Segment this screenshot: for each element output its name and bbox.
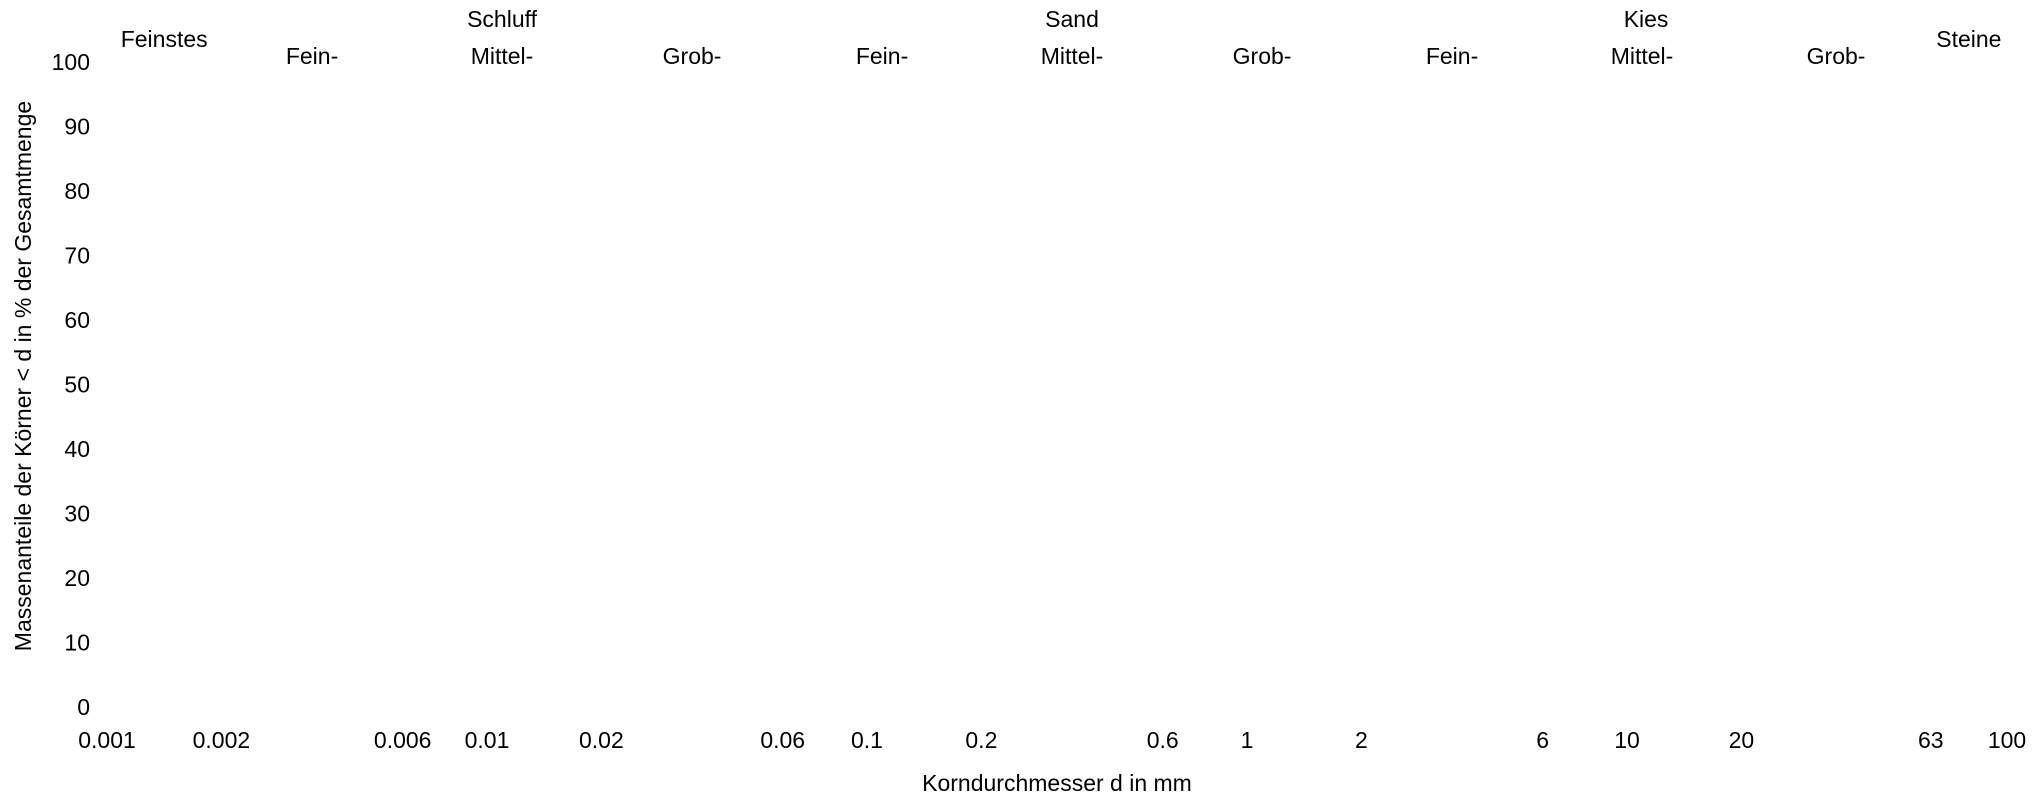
soil-class-label: Steine [1936, 26, 2001, 52]
x-tick-label: 0.01 [465, 727, 510, 753]
soil-subclass-label: Fein- [856, 43, 908, 69]
y-tick-label: 0 [77, 694, 90, 720]
soil-class-label: Kies [1624, 6, 1669, 32]
x-tick-label: 0.006 [374, 727, 432, 753]
soil-subclass-label: Fein- [286, 43, 338, 69]
x-tick-label: 0.06 [760, 727, 805, 753]
x-tick-label: 0.1 [851, 727, 883, 753]
y-tick-label: 100 [52, 49, 90, 75]
x-tick-labels: 0.001 0.002 0.006 0.01 0.02 0.06 0.1 0.2 0.6 1 2 6 1… [78, 727, 2026, 753]
soil-subclass-label: Mittel- [471, 43, 534, 69]
soil-main-class-labels: Feinstes Schluff Sand Kies Steine [121, 6, 2002, 52]
soil-subclass-label: Mittel- [1041, 43, 1104, 69]
x-tick-label: 1 [1241, 727, 1254, 753]
x-tick-label: 0.2 [965, 727, 997, 753]
x-tick-label: 2 [1355, 727, 1368, 753]
y-tick-label: 50 [64, 372, 90, 398]
x-tick-label: 6 [1536, 727, 1549, 753]
x-tick-label: 20 [1729, 727, 1755, 753]
y-tick-label: 10 [64, 630, 90, 656]
soil-subclass-label: Fein- [1426, 43, 1478, 69]
y-axis-label-group: Massenanteile der Körner < d in % der Ge… [10, 101, 36, 651]
soil-class-label: Feinstes [121, 26, 208, 52]
y-tick-label: 80 [64, 178, 90, 204]
y-tick-labels: 0 10 20 30 40 50 60 70 80 90 100 [52, 49, 90, 720]
x-tick-label: 100 [1988, 727, 2026, 753]
x-tick-label: 0.6 [1147, 727, 1179, 753]
soil-subclass-label: Grob- [1807, 43, 1866, 69]
x-axis-label: Korndurchmesser d in mm [922, 770, 1192, 796]
x-tick-label: 0.002 [193, 727, 251, 753]
soil-class-label: Sand [1045, 6, 1099, 32]
soil-sub-class-labels: Fein- Mittel- Grob- Fein- Mittel- Grob- Fein- M… [286, 43, 1866, 69]
y-axis-label: Massenanteile der Körner < d in % der Ge… [10, 101, 36, 651]
soil-subclass-label: Mittel- [1611, 43, 1674, 69]
soil-subclass-label: Grob- [663, 43, 722, 69]
x-tick-label: 0.001 [78, 727, 136, 753]
soil-class-label: Schluff [467, 6, 538, 32]
y-tick-label: 30 [64, 501, 90, 527]
x-tick-label: 0.02 [579, 727, 624, 753]
y-tick-label: 40 [64, 436, 90, 462]
x-tick-label: 63 [1918, 727, 1944, 753]
y-tick-label: 70 [64, 243, 90, 269]
y-tick-label: 20 [64, 565, 90, 591]
x-tick-label: 10 [1614, 727, 1640, 753]
y-tick-label: 90 [64, 114, 90, 140]
soil-subclass-label: Grob- [1233, 43, 1292, 69]
y-tick-label: 60 [64, 307, 90, 333]
